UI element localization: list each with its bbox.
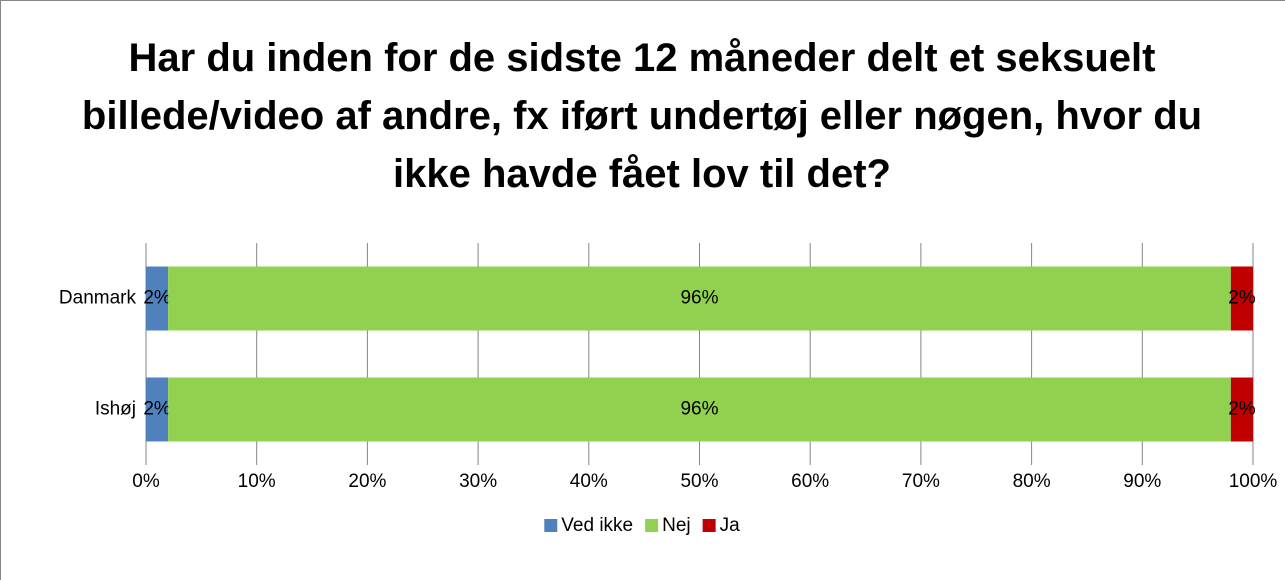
bar-segment: [146, 377, 169, 442]
x-tick-label: 100%: [1229, 471, 1278, 492]
x-tick-label: 80%: [1013, 471, 1051, 492]
y-tick-label: Ishøj: [95, 399, 136, 420]
x-tick-label: 50%: [680, 471, 718, 492]
x-tick-label: 60%: [791, 471, 829, 492]
y-tick-label: Danmark: [59, 288, 137, 309]
bar-segment: [146, 266, 169, 331]
legend-swatch: [645, 519, 659, 532]
x-tick-label: 0%: [132, 471, 160, 492]
x-tick-label: 20%: [348, 471, 386, 492]
x-tick-label: 30%: [459, 471, 497, 492]
bar-segment: [168, 377, 1231, 442]
data-label: 2%: [1228, 288, 1256, 309]
legend-label: Ved ikke: [561, 515, 633, 536]
data-label: 2%: [143, 288, 171, 309]
legend-swatch: [702, 519, 716, 532]
bar-segment: [168, 266, 1231, 331]
legend-label: Nej: [662, 515, 691, 536]
legend-label: Ja: [720, 515, 741, 536]
legend-swatch: [544, 519, 558, 532]
x-tick-label: 10%: [238, 471, 276, 492]
bar-segment: [1230, 377, 1253, 442]
data-label: 2%: [143, 399, 171, 420]
legend: Ved ikke Nej Ja: [544, 515, 740, 536]
bar-segment: [1230, 266, 1253, 331]
data-label: 96%: [680, 288, 718, 309]
x-tick-label: 70%: [902, 471, 940, 492]
x-tick-label: 90%: [1123, 471, 1161, 492]
chart-title: Har du inden for de sidste 12 måneder de…: [82, 36, 1202, 196]
data-label: 2%: [1228, 399, 1256, 420]
x-tick-label: 40%: [570, 471, 608, 492]
data-label: 96%: [680, 399, 718, 420]
